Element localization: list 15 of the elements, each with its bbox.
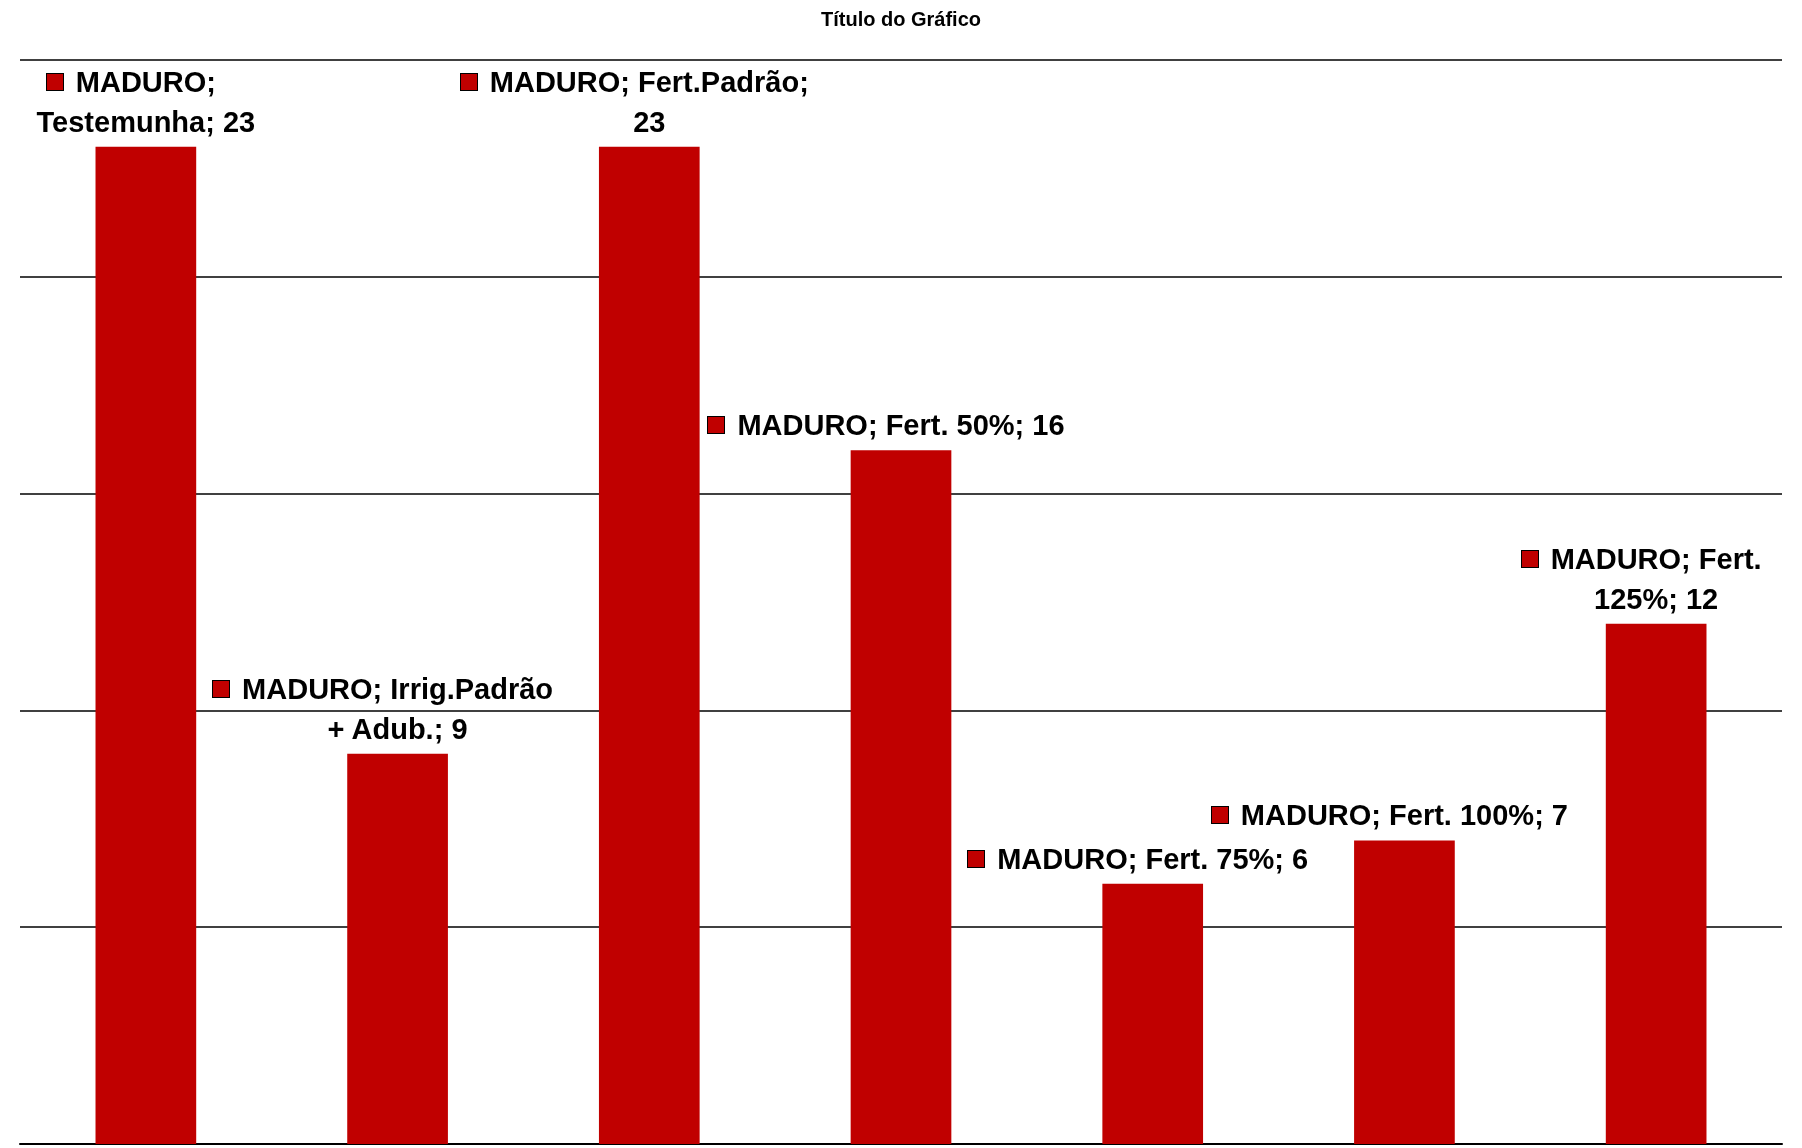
bar <box>95 146 197 1144</box>
data-label: MADURO; Fert. 75%; 6 <box>997 842 1309 875</box>
bar <box>850 450 952 1144</box>
data-label: MADURO; Fert. 50%; 16 <box>737 409 1065 442</box>
data-label: MADURO; Testemunha; 23 <box>36 65 256 138</box>
bar <box>1354 840 1455 1144</box>
bar <box>1605 623 1707 1144</box>
chart-title: Título do Gráfico <box>821 8 981 30</box>
data-label: MADURO; Fert. 100%; 7 <box>1240 799 1568 832</box>
data-label: MADURO; Irrig.Padrão + Adub.; 9 <box>242 672 554 745</box>
bar <box>598 146 700 1144</box>
bar <box>1102 883 1204 1144</box>
data-label: MADURO; Fert.Padrão; 23 <box>489 65 809 138</box>
bar <box>347 753 448 1144</box>
data-label: MADURO; Fert. 125%; 12 <box>1550 542 1762 615</box>
